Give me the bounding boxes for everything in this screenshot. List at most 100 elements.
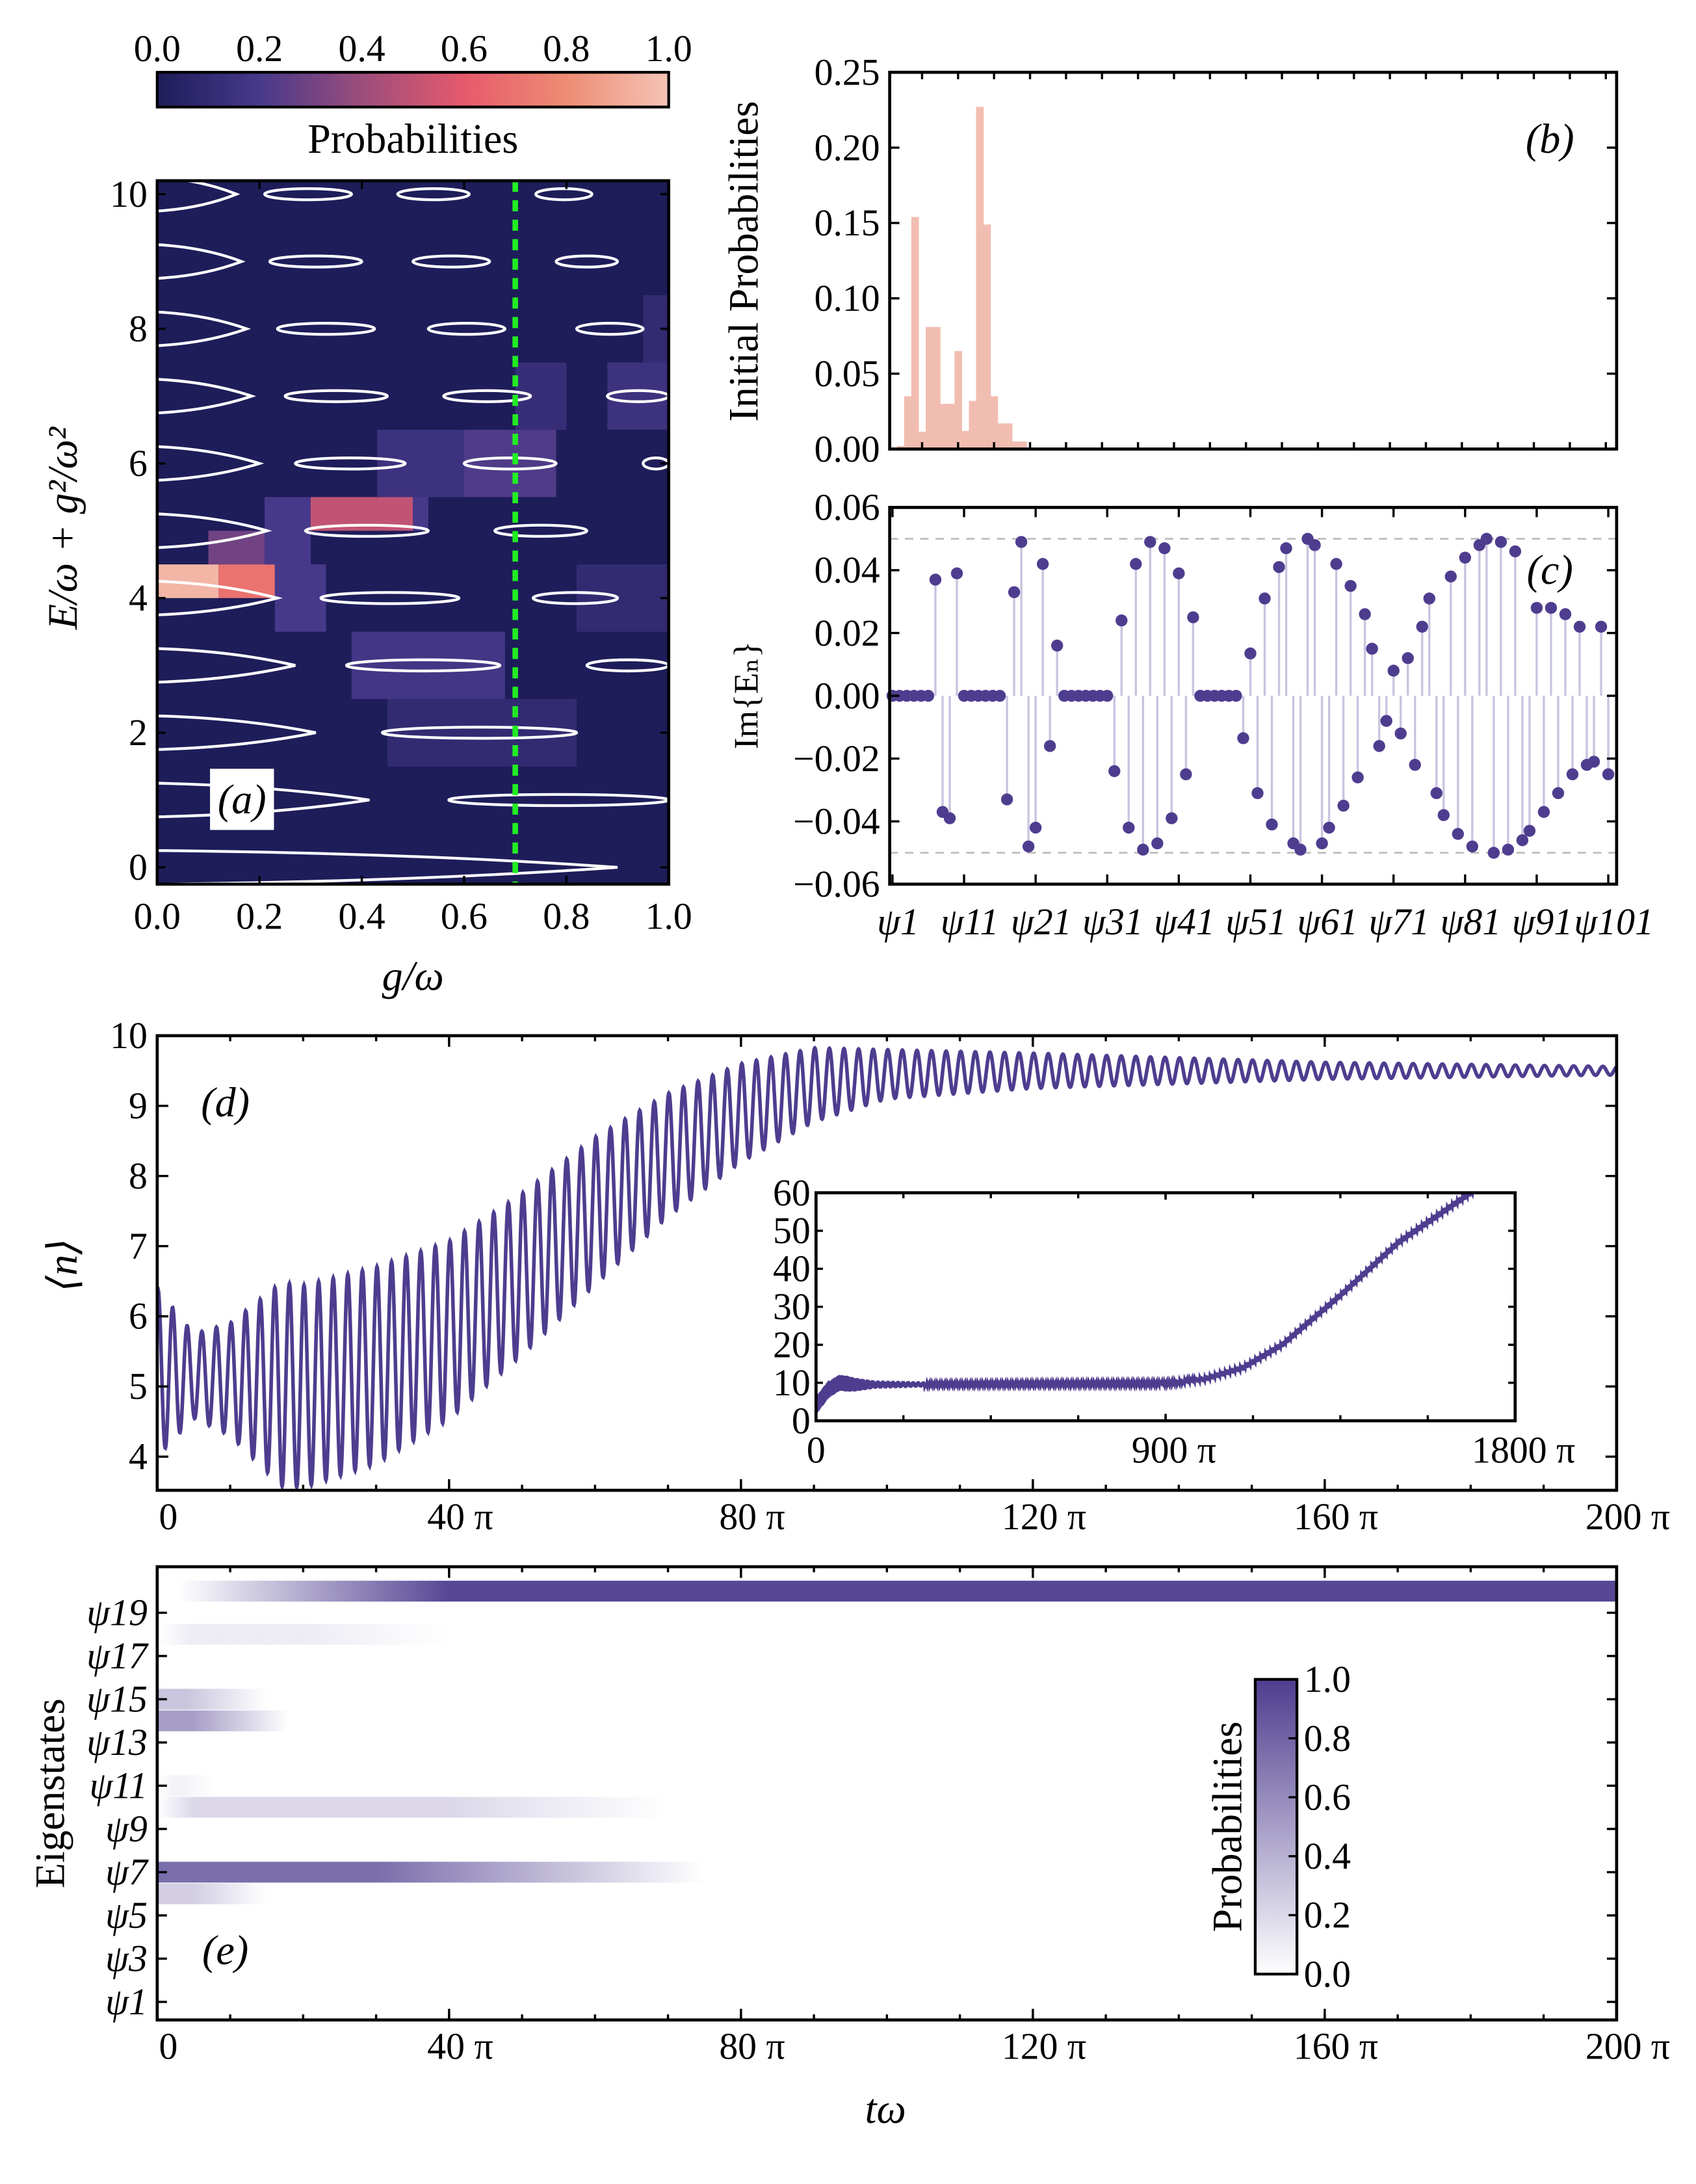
- tick-label: 0.04: [815, 550, 880, 591]
- tick-label-psi: ψ61: [1297, 902, 1358, 943]
- tick-label-psi: ψ19: [86, 1593, 148, 1634]
- contour-island: [276, 322, 376, 336]
- stem-point: [1144, 536, 1156, 548]
- panel-c-label: (c): [1527, 547, 1573, 593]
- stem-point: [1530, 601, 1543, 614]
- stem-point: [1545, 601, 1558, 614]
- contour-island: [554, 254, 620, 269]
- stem-point: [1523, 824, 1536, 837]
- tick-label-psi: ψ11: [941, 902, 998, 943]
- probability-band: [157, 1796, 1617, 1818]
- heatmap-cell: [351, 631, 505, 700]
- contour-island: [532, 591, 620, 605]
- contour-island: [319, 591, 461, 605]
- contour-island: [263, 187, 353, 202]
- stem-point: [1151, 837, 1164, 850]
- stem-point: [1022, 840, 1035, 853]
- panel-a-label-box: [210, 769, 274, 830]
- tick-label: 30: [773, 1287, 811, 1328]
- contour-island: [304, 523, 430, 538]
- stem-point: [1130, 558, 1142, 570]
- tick-label-psi: ψ81: [1441, 902, 1502, 943]
- colorbar-a-label: Probabilities: [307, 116, 518, 162]
- line-d-mean-photon-number: [157, 1045, 1617, 1491]
- probability-band: [157, 1862, 1617, 1883]
- tick-label-psi: ψ13: [86, 1722, 148, 1763]
- tick-label: 1.0: [646, 896, 692, 937]
- panel-b-label: (b): [1526, 116, 1574, 162]
- panel-e-xlabel: tω: [865, 2086, 906, 2132]
- probability-band: [157, 1775, 1617, 1796]
- stem-point: [1043, 740, 1056, 752]
- tick-label: 0.8: [1304, 1718, 1351, 1759]
- stem-point: [1595, 620, 1608, 633]
- tick-label: 0.20: [815, 127, 880, 168]
- stem-point: [1323, 821, 1335, 834]
- panel-b-ylabel: Initial Probabilities: [721, 101, 767, 421]
- tick-label: 40 π: [427, 2027, 493, 2068]
- panel-d: 0 40 π 80 π 120 π 160 π 200 π 4 5 6 7 8 9 10 (d) ⟨n⟩…: [40, 1016, 1670, 1538]
- tick-label-psi: ψ51: [1225, 902, 1286, 943]
- colorbar-e-label: Probabilities: [1205, 1721, 1251, 1932]
- stem-point: [1423, 592, 1435, 605]
- stem-point: [1123, 821, 1135, 834]
- tick-label: 0.0: [134, 896, 181, 937]
- stem-point: [1437, 809, 1450, 821]
- tick-label: 0.8: [543, 896, 590, 937]
- stem-point: [1330, 558, 1342, 570]
- stem-point: [1173, 567, 1185, 580]
- stem-point: [1180, 768, 1192, 781]
- tick-label: 1.0: [1304, 1659, 1351, 1700]
- tick-label: 2: [129, 713, 148, 754]
- colorbar-a: [155, 71, 670, 109]
- tick-label: −0.04: [793, 802, 880, 843]
- bars-b: [889, 107, 1027, 449]
- tick-label: 200 π: [1585, 1497, 1670, 1538]
- tick-label: 4: [129, 1437, 148, 1478]
- bar: [911, 217, 919, 449]
- contour-open-branch: [157, 579, 283, 616]
- tick-label: 160 π: [1294, 1497, 1378, 1538]
- contour-island: [426, 322, 507, 336]
- stem-point: [922, 689, 935, 702]
- stem-point: [1359, 608, 1371, 620]
- stem-point: [1602, 768, 1615, 781]
- tick-label-psi: ψ1: [877, 902, 919, 943]
- tick-label-psi: ψ101: [1574, 902, 1653, 943]
- stem-point: [1050, 639, 1063, 652]
- panel-d-ticks: 0 40 π 80 π 120 π 160 π 200 π 4 5 6 7 8 9 10: [110, 1016, 1670, 1538]
- tick-label-psi: ψ1: [105, 1982, 148, 2023]
- tick-label: 10: [110, 174, 148, 215]
- tick-label: −0.02: [793, 739, 880, 780]
- tick-label-psi: ψ11: [90, 1766, 148, 1807]
- colorbar-e: [1253, 1677, 1299, 1976]
- heatmap-cell: [515, 362, 567, 430]
- tick-label: 4: [129, 578, 148, 619]
- tick-label: 200 π: [1585, 2027, 1670, 2068]
- heatmap-cell: [463, 430, 556, 497]
- bar: [997, 423, 1006, 449]
- tick-label: 0.10: [815, 278, 880, 319]
- stem-point: [1487, 847, 1500, 859]
- contour-open-branch: [157, 647, 296, 684]
- heatmap-cell: [218, 564, 275, 598]
- stem-point: [993, 689, 1006, 702]
- panel-e-ticks: 0 40 π 80 π 120 π 160 π 200 π ψ1ψ3ψ5ψ7ψ9ψ11ψ13…: [86, 1566, 1670, 2068]
- tick-label: 0.2: [1304, 1895, 1351, 1936]
- tick-label: 0.2: [236, 896, 283, 937]
- tick-label: 0: [159, 1497, 178, 1538]
- tick-label: 0.25: [815, 52, 880, 93]
- tick-label: 0: [159, 2027, 178, 2068]
- tick-label: 0.6: [441, 896, 488, 937]
- contour-open-branch: [157, 849, 618, 884]
- stem-point: [929, 573, 942, 586]
- stem-point: [1015, 536, 1028, 548]
- contour-island: [442, 389, 532, 403]
- stem-point: [1516, 834, 1529, 847]
- bar: [947, 404, 955, 449]
- stem-point: [1101, 689, 1114, 702]
- contour-island: [462, 456, 558, 471]
- tick-label: 0.00: [815, 429, 880, 470]
